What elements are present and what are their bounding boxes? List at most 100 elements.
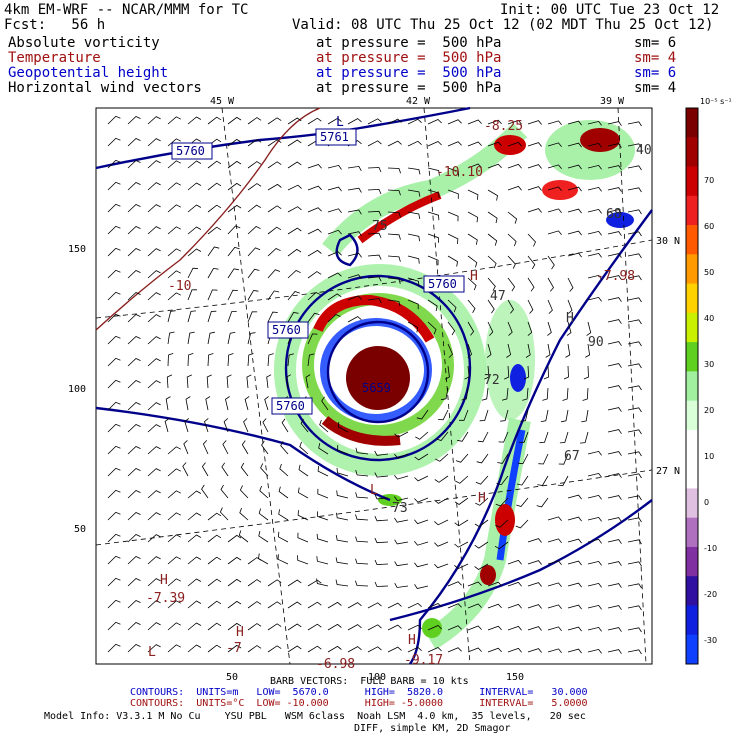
field-vorticity-name: Absolute vorticity xyxy=(8,35,160,51)
wind-barb xyxy=(147,512,161,521)
wind-barb xyxy=(580,431,589,444)
wind-barb xyxy=(247,311,258,323)
wind-barb xyxy=(627,605,642,611)
vort-label-1: 75 xyxy=(372,219,388,234)
vort-ne-cluster-2 xyxy=(580,128,620,152)
wind-barb xyxy=(298,464,309,477)
wind-barb xyxy=(627,583,642,589)
wind-barb xyxy=(587,296,602,302)
wind-barb xyxy=(226,374,232,389)
wind-barb xyxy=(127,578,141,587)
wind-barb xyxy=(414,540,429,546)
wind-barb xyxy=(374,537,389,544)
wind-barb xyxy=(367,140,382,147)
wind-barb xyxy=(107,445,121,455)
wind-barb xyxy=(227,600,242,609)
wind-barb xyxy=(327,601,342,609)
wind-barb xyxy=(474,541,489,549)
wind-barb xyxy=(355,580,369,587)
wind-barb xyxy=(434,519,449,526)
wind-barb xyxy=(374,516,389,522)
wind-barb xyxy=(447,625,462,631)
wind-barb xyxy=(427,189,440,198)
wind-barb xyxy=(337,421,349,433)
wind-barb xyxy=(494,541,509,550)
x-tick-100: 100 xyxy=(368,672,386,683)
wind-barb xyxy=(247,601,262,609)
hl-marker-1: L xyxy=(336,115,344,130)
wind-barb xyxy=(585,343,591,358)
wind-barb xyxy=(347,274,362,279)
wind-barb xyxy=(347,252,362,258)
wind-barb xyxy=(507,211,518,224)
wind-barb xyxy=(627,517,642,523)
wind-barb xyxy=(607,473,622,478)
wind-barb xyxy=(567,648,582,654)
wind-barb xyxy=(307,228,322,235)
hl-marker-8: L xyxy=(148,645,156,660)
wind-barb xyxy=(187,289,197,301)
colorbar-swatch xyxy=(686,371,698,402)
wind-barb xyxy=(387,646,402,653)
wind-barb xyxy=(127,182,141,191)
temp-label-4: -7.98 xyxy=(596,269,635,284)
wind-barb xyxy=(127,160,141,169)
wind-barb xyxy=(587,560,602,566)
temp-label-5: -6.98 xyxy=(316,657,355,672)
wind-barb xyxy=(287,291,300,301)
wind-barb xyxy=(127,644,141,653)
wind-barb xyxy=(407,233,420,242)
colorbar-swatch xyxy=(686,137,698,168)
wind-barb xyxy=(127,600,141,609)
wind-barb xyxy=(519,431,529,443)
wind-barb xyxy=(522,387,529,401)
wind-barb xyxy=(264,396,269,411)
wind-barb xyxy=(539,431,549,444)
wind-barb xyxy=(627,231,642,237)
wind-barb xyxy=(545,343,551,358)
height-label-group: 5760 5761 5760 5760 5760 5659 xyxy=(171,128,465,415)
wind-barb xyxy=(221,462,229,477)
wind-barb xyxy=(607,561,622,566)
wind-barb xyxy=(187,556,202,565)
wind-barb xyxy=(107,489,121,499)
wind-barb xyxy=(507,277,516,292)
wind-barb xyxy=(207,512,222,521)
wind-barb xyxy=(287,353,295,367)
wind-barb xyxy=(227,160,242,169)
wind-barb xyxy=(337,445,349,455)
wind-barb xyxy=(447,299,457,313)
wind-barb xyxy=(507,299,514,314)
y-tick-150: 150 xyxy=(68,244,86,255)
wind-barb xyxy=(127,380,141,389)
wind-barb xyxy=(407,602,422,609)
wind-barb xyxy=(587,494,602,500)
wind-barb xyxy=(547,626,562,632)
wind-barb xyxy=(627,539,642,545)
wind-barb xyxy=(407,118,422,125)
wind-barb xyxy=(327,293,342,301)
wind-barb xyxy=(107,357,121,367)
wind-barb xyxy=(527,120,542,125)
wind-barb xyxy=(607,121,622,126)
wind-barb xyxy=(187,160,202,169)
wind-barb xyxy=(307,271,322,279)
wind-barb xyxy=(414,453,429,461)
wind-barb xyxy=(316,556,329,565)
axis-labels: 45 W 42 W 39 W 30 N 27 N 50 100 150 150 … xyxy=(68,96,680,683)
wind-barb xyxy=(207,289,218,301)
wind-barb xyxy=(501,387,509,401)
wind-barb xyxy=(627,275,642,281)
wind-barb xyxy=(507,603,522,609)
wind-barb xyxy=(467,255,478,268)
wind-barb xyxy=(127,204,141,213)
wind-barb xyxy=(107,401,121,411)
wind-barb xyxy=(127,402,141,411)
vort-eyewall xyxy=(346,346,410,410)
wind-barb xyxy=(607,495,622,500)
wind-barb xyxy=(167,534,181,543)
wind-barb xyxy=(475,475,489,485)
wind-barb xyxy=(287,248,302,257)
lat-label-30n: 30 N xyxy=(656,236,680,247)
wind-barb xyxy=(355,514,369,521)
